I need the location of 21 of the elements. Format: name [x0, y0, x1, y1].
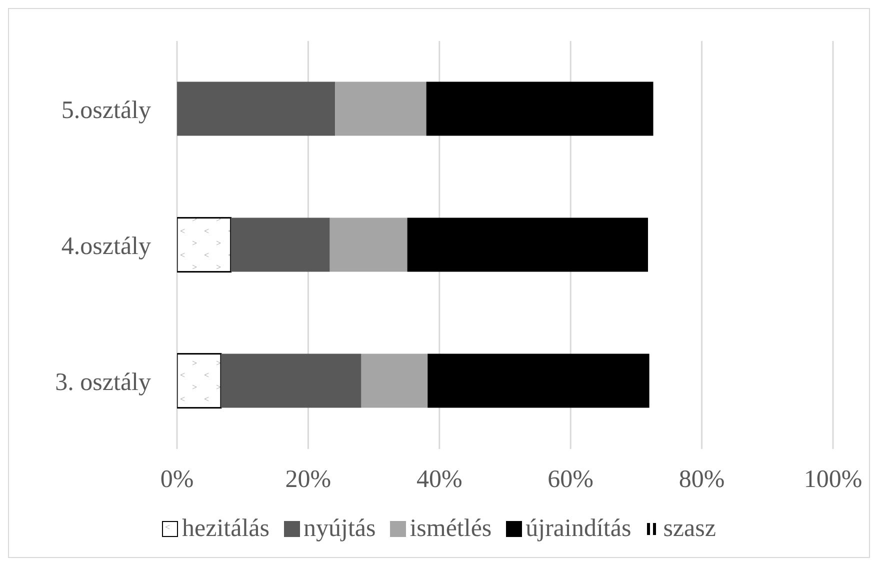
bar — [335, 82, 426, 136]
bar — [330, 218, 408, 272]
x-tick-label: 80% — [678, 466, 725, 493]
x-tick-label: 0% — [160, 466, 194, 493]
bar — [407, 218, 648, 272]
bar — [428, 354, 650, 408]
legend-label: ismétlés — [410, 515, 492, 543]
legend-label: újraindítás — [526, 515, 632, 543]
y-tick-label: 4.osztály — [61, 232, 152, 260]
legend-label: szasz — [663, 515, 716, 543]
x-tick-label: 40% — [416, 466, 462, 493]
legend-label: nyújtás — [304, 515, 376, 543]
y-tick-label: 3. osztály — [55, 368, 152, 396]
bar — [426, 82, 654, 136]
x-tick-label: 20% — [285, 466, 332, 493]
y-tick-label: 5.osztály — [61, 96, 152, 124]
x-tick-label: 60% — [548, 466, 594, 493]
x-tick-label: 100% — [804, 466, 862, 493]
bar — [361, 354, 428, 408]
bar — [177, 82, 336, 136]
legend-label: hezitálás — [182, 515, 270, 543]
